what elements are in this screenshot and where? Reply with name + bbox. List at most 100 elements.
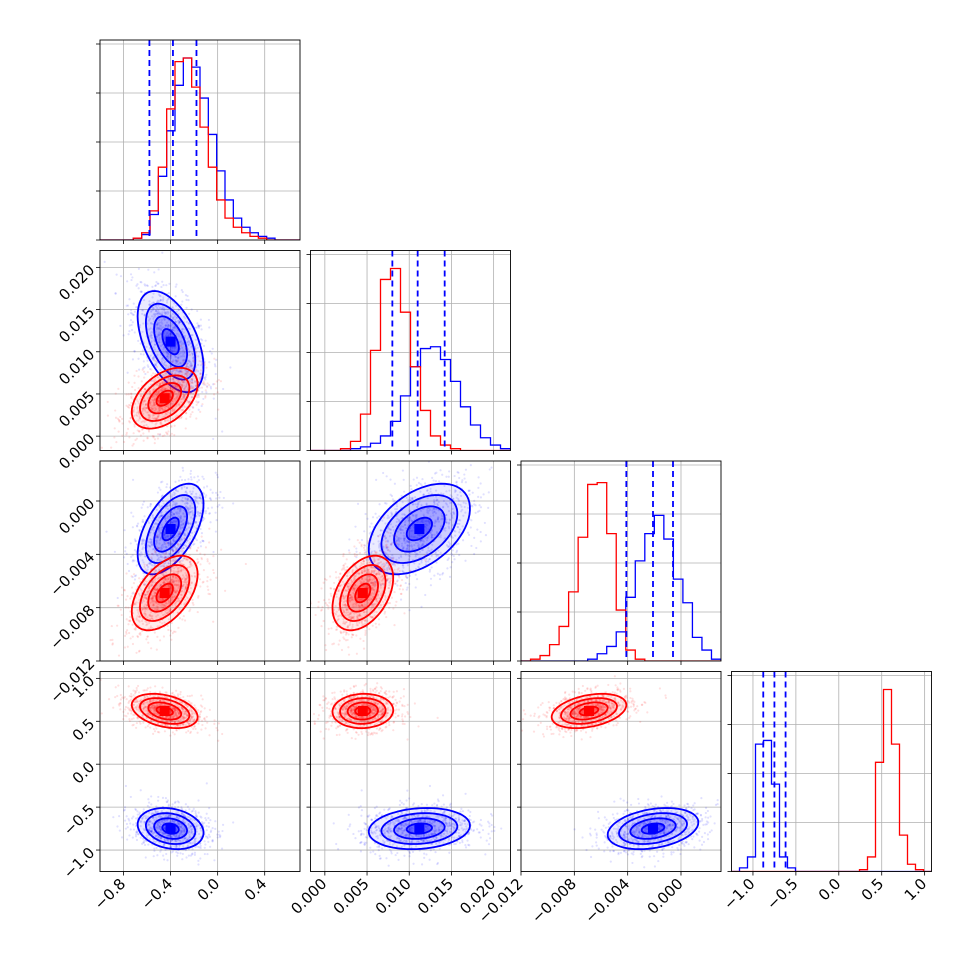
- contour-series-1: [136, 482, 205, 576]
- density-peak-series-2: [584, 705, 594, 716]
- x-tick-label: 0.015: [414, 875, 457, 918]
- contour-series-2: [346, 573, 379, 613]
- x-tick-label: 0.005: [330, 875, 373, 918]
- contour-series-1: [136, 290, 205, 394]
- y-tick-label: 0.000: [55, 430, 98, 473]
- contour-series-2: [130, 366, 199, 430]
- panel-frame: [731, 671, 932, 872]
- panel-3-2: −0.012 −0.008 −0.004 0.000: [475, 671, 722, 927]
- contour-series-2: [147, 573, 183, 613]
- contour-series-2: [339, 564, 387, 622]
- contour-series-2: [331, 692, 395, 730]
- panel-frame: [99, 250, 301, 451]
- density-peak-series-1: [165, 823, 176, 834]
- contour-series-1: [640, 822, 666, 835]
- contour-series-1: [606, 807, 700, 851]
- x-tick-label: 0.0: [815, 875, 845, 905]
- panel-3-1: 0.000 0.005 0.010 0.015 0.020: [287, 671, 511, 918]
- contour-series-1: [161, 516, 180, 542]
- histogram-series-2: [521, 481, 721, 661]
- contour-series-1: [153, 315, 189, 368]
- contour-series-1: [145, 812, 197, 845]
- panel-frame: [310, 460, 511, 662]
- y-tick-label: 0.000: [55, 495, 98, 538]
- density-peak-series-2: [357, 705, 368, 716]
- x-tick-label: −0.8: [91, 875, 129, 913]
- density-peak-series-1: [648, 823, 658, 834]
- x-tick-label: 1.0: [901, 875, 931, 905]
- x-tick-label: −0.004: [581, 875, 633, 927]
- contour-series-1: [144, 302, 197, 381]
- x-tick-label: 0.000: [287, 875, 330, 918]
- contour-series-1: [393, 817, 446, 840]
- panel-frame: [99, 671, 301, 872]
- y-tick-label: 0.020: [55, 261, 98, 304]
- panel-2-1: [306, 460, 511, 665]
- panel-frame: [520, 460, 722, 662]
- contour-series-1: [153, 817, 189, 840]
- contour-series-1: [161, 328, 180, 356]
- density-peak-series-1: [165, 524, 176, 534]
- density-peak-series-2: [159, 393, 170, 404]
- histogram-series-1: [100, 57, 300, 240]
- density-peak-series-2: [357, 588, 368, 598]
- contour-series-1: [144, 494, 197, 564]
- y-tick-label: −0.004: [46, 548, 98, 600]
- y-tick-label: 0.015: [55, 303, 98, 346]
- contour-series-1: [153, 505, 189, 553]
- x-tick-label: 0.4: [241, 875, 271, 905]
- x-tick-label: 0.5: [858, 875, 888, 905]
- scatter-points-series-2: [521, 675, 668, 741]
- contour-series-2: [354, 582, 372, 604]
- contour-series-2: [560, 697, 618, 725]
- contour-series-2: [147, 382, 183, 415]
- panel-frame: [310, 671, 511, 872]
- panel-frame: [310, 250, 511, 451]
- x-tick-label: 0.010: [372, 875, 415, 918]
- contour-series-2: [147, 701, 183, 721]
- panel-0-0: [96, 39, 301, 244]
- contour-series-2: [550, 692, 628, 730]
- x-tick-label: −1.0: [720, 875, 758, 913]
- x-tick-label: −0.4: [138, 875, 176, 913]
- y-tick-label: 0.005: [55, 388, 98, 431]
- y-tick-label: 0.0: [69, 758, 99, 788]
- contour-series-2: [130, 692, 199, 729]
- histogram-series-2: [731, 688, 932, 872]
- panel-3-3: −1.0 −0.5 0.0 0.5 1.0: [720, 671, 932, 913]
- y-tick-label: −0.008: [46, 601, 98, 653]
- contour-series-1: [618, 812, 688, 845]
- histogram-series-2: [310, 267, 511, 451]
- contour-series-1: [136, 807, 205, 851]
- density-peak-series-2: [159, 588, 170, 598]
- x-tick-label: −0.008: [528, 875, 580, 927]
- density-peak-series-1: [414, 823, 425, 834]
- scatter-points-series-1: [332, 784, 503, 867]
- x-tick-label: −0.5: [763, 875, 801, 913]
- contour-series-2: [139, 374, 191, 422]
- contour-series-2: [569, 701, 609, 721]
- contour-series-2: [139, 564, 191, 622]
- contour-series-1: [405, 516, 433, 542]
- contour-series-1: [405, 822, 433, 835]
- contour-series-1: [367, 807, 471, 851]
- y-tick-label: −1.0: [60, 844, 98, 882]
- contour-series-2: [139, 697, 191, 725]
- histogram-series-2: [100, 57, 300, 240]
- contour-series-2: [331, 554, 395, 632]
- contour-series-2: [339, 697, 387, 725]
- contour-series-1: [367, 482, 471, 576]
- histogram-series-1: [731, 739, 932, 872]
- y-tick-label: −0.5: [60, 801, 98, 839]
- panel-3-0: −1.0−0.50.00.51.0−0.8 −0.4 0.0 0.4: [60, 671, 301, 913]
- contour-series-1: [161, 822, 180, 835]
- contour-series-1: [629, 817, 677, 840]
- panel-frame: [99, 39, 301, 241]
- histogram-series-1: [521, 514, 721, 661]
- x-tick-label: 0.0: [194, 875, 224, 905]
- contour-series-2: [346, 701, 379, 721]
- y-tick-label: 0.5: [69, 715, 99, 745]
